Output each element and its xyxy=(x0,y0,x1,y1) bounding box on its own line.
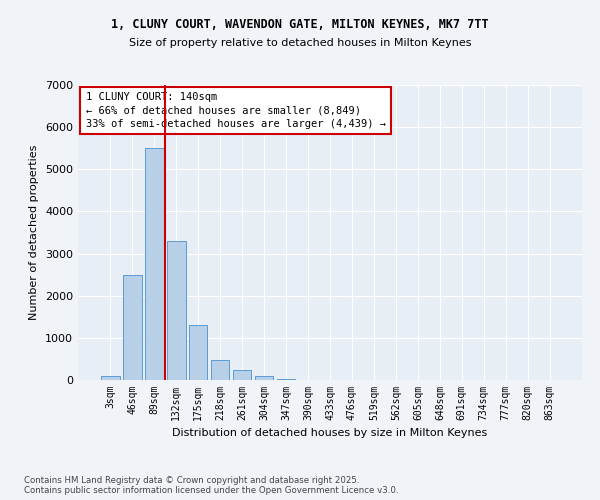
Text: Contains HM Land Registry data © Crown copyright and database right 2025.
Contai: Contains HM Land Registry data © Crown c… xyxy=(24,476,398,495)
Text: 1, CLUNY COURT, WAVENDON GATE, MILTON KEYNES, MK7 7TT: 1, CLUNY COURT, WAVENDON GATE, MILTON KE… xyxy=(111,18,489,30)
Bar xyxy=(123,274,142,380)
X-axis label: Distribution of detached houses by size in Milton Keynes: Distribution of detached houses by size … xyxy=(172,428,488,438)
Bar xyxy=(101,376,119,380)
Text: Size of property relative to detached houses in Milton Keynes: Size of property relative to detached ho… xyxy=(129,38,471,48)
Bar xyxy=(189,325,208,380)
Bar xyxy=(211,360,229,380)
Bar xyxy=(233,370,251,380)
Bar xyxy=(255,376,274,380)
Bar xyxy=(145,148,164,380)
Text: 1 CLUNY COURT: 140sqm
← 66% of detached houses are smaller (8,849)
33% of semi-d: 1 CLUNY COURT: 140sqm ← 66% of detached … xyxy=(86,92,386,129)
Bar xyxy=(167,241,185,380)
Y-axis label: Number of detached properties: Number of detached properties xyxy=(29,145,40,320)
Bar xyxy=(277,378,295,380)
